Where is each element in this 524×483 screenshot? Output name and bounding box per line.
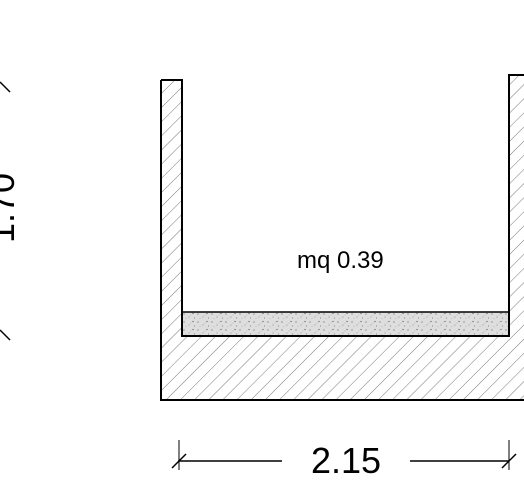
width-dimension-label: 2.15 (311, 440, 381, 481)
screed-layer (182, 312, 509, 336)
bottom-slab (161, 336, 524, 400)
section-outline (160, 74, 524, 401)
area-label: mq 0.39 (297, 247, 384, 274)
left-wall (161, 80, 182, 336)
height-dimension-line (0, 81, 11, 341)
height-dimension-label: 1.70 (0, 173, 22, 243)
right-wall (509, 75, 524, 336)
width-dimension-line (171, 440, 517, 470)
